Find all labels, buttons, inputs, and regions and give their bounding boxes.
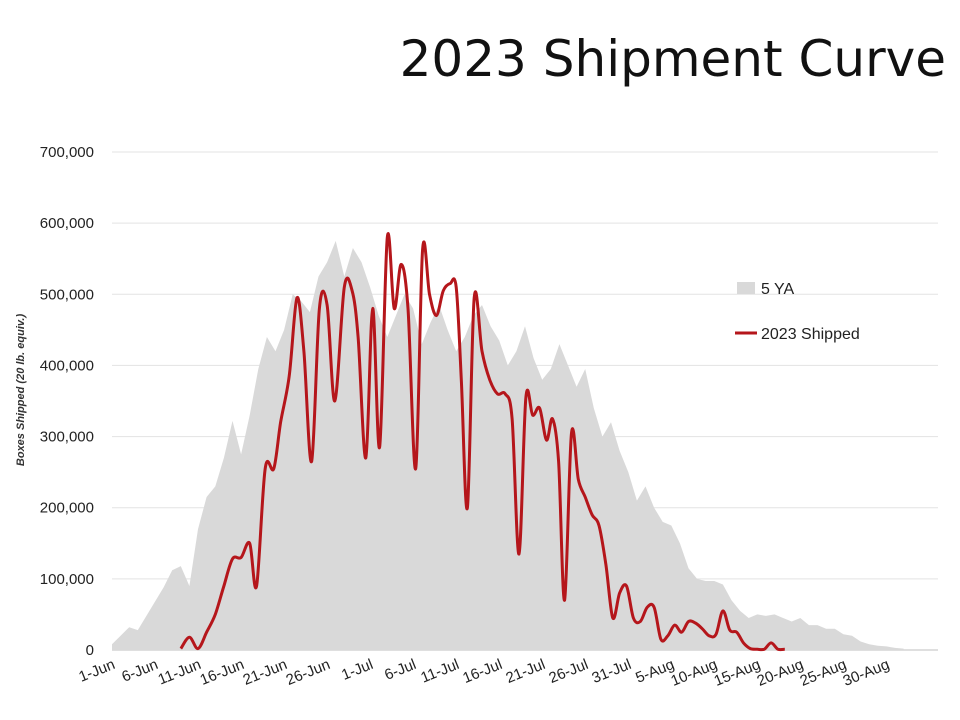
x-tick-label: 16-Jul (460, 656, 504, 687)
legend: 5 YA 2023 Shipped (735, 281, 860, 343)
y-tick-label: 300,000 (40, 429, 94, 446)
y-tick-label: 700,000 (40, 144, 94, 161)
x-tick-label: 31-Jul (589, 656, 633, 687)
legend-swatch-5ya (737, 282, 755, 294)
x-tick-label: 6-Jul (382, 656, 419, 684)
x-tick-label: 11-Jul (418, 656, 461, 687)
x-tick-label: 30-Aug (841, 656, 892, 690)
y-tick-label: 400,000 (40, 357, 94, 374)
series-area-5ya (112, 240, 904, 650)
y-tick-label: 100,000 (40, 571, 94, 588)
x-tick-label: 26-Jul (546, 656, 590, 687)
x-tick-label: 21-Jun (241, 656, 290, 689)
x-tick-label: 1-Jun (76, 656, 117, 686)
x-tick-label: 21-Jul (503, 656, 547, 687)
series-layer (112, 232, 904, 652)
x-tick-label: 6-Jun (119, 656, 160, 686)
y-axis-label: Boxes Shipped (20 lb. equiv.) (15, 314, 27, 467)
x-tick-label: 26-Jun (284, 656, 333, 689)
x-tick-label: 11-Jun (156, 656, 204, 689)
y-axis-ticks: 0 100,000 200,000 300,000 400,000 500,000 600,… (40, 144, 94, 659)
chart-title: 2023 Shipment Curve (399, 30, 946, 88)
legend-label-5ya: 5 YA (761, 281, 795, 298)
x-tick-label: 5-Aug (633, 656, 676, 687)
x-tick-label: 16-Jun (198, 656, 247, 689)
y-tick-label: 500,000 (40, 286, 94, 303)
y-tick-label: 0 (86, 642, 94, 659)
y-tick-label: 600,000 (40, 215, 94, 232)
y-tick-label: 200,000 (40, 500, 94, 517)
legend-label-2023: 2023 Shipped (761, 326, 860, 343)
x-tick-label: 1-Jul (339, 656, 376, 684)
series-line-2023 (179, 232, 785, 652)
